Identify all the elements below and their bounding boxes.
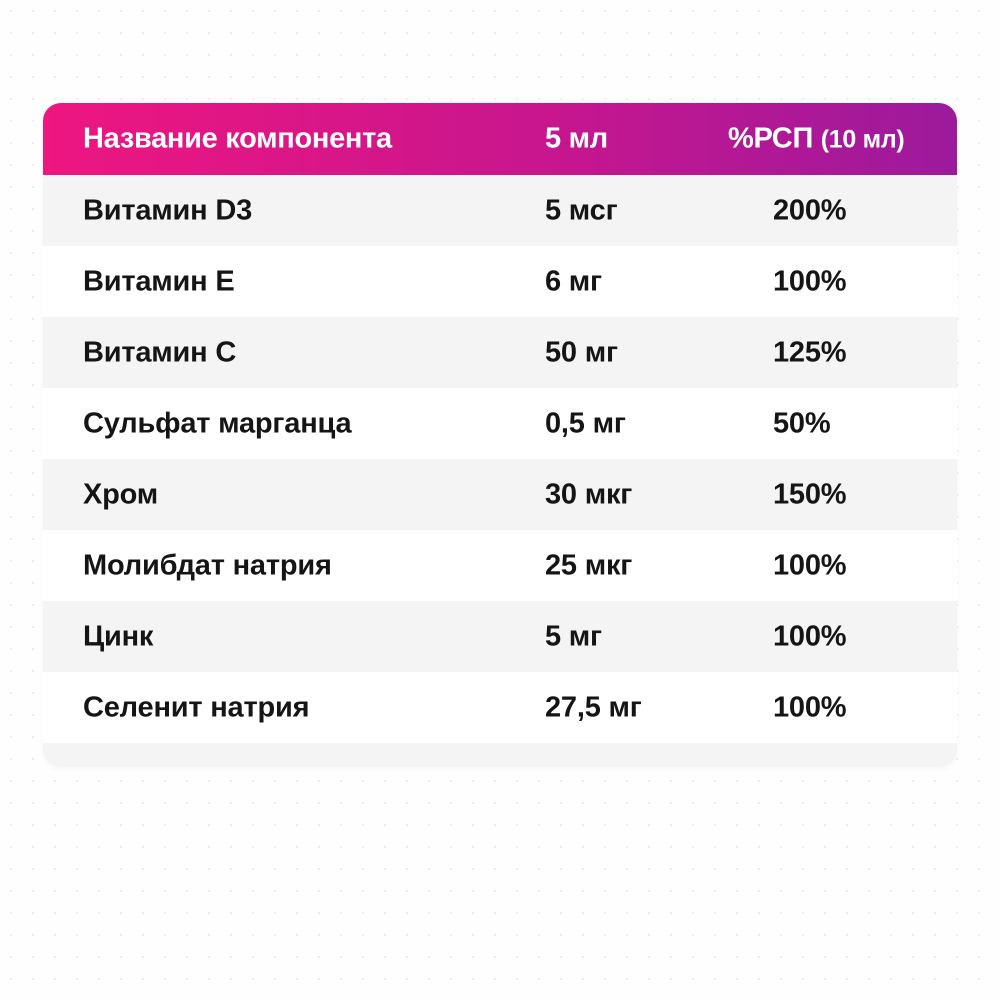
component-amount: 25 мкг — [545, 549, 633, 581]
table-row: Витамин C 50 мг 125% — [43, 317, 957, 388]
component-amount: 6 мг — [545, 265, 602, 297]
header-name: Название компонента — [83, 122, 392, 155]
table-row: Витамин E 6 мг 100% — [43, 246, 957, 317]
table-header: Название компонента 5 мл %РСП (10 мл) — [43, 103, 957, 175]
component-amount: 5 мсг — [545, 194, 618, 226]
component-amount: 30 мкг — [545, 478, 633, 510]
table-row: Молибдат натрия 25 мкг 100% — [43, 530, 957, 601]
header-amount: 5 мл — [545, 122, 608, 155]
component-name: Селенит натрия — [83, 691, 310, 723]
component-name: Хром — [83, 478, 159, 510]
component-rsp: 200% — [773, 194, 847, 226]
header-rsp: %РСП (10 мл) — [728, 122, 905, 156]
component-name: Молибдат натрия — [83, 549, 332, 581]
component-rsp: 100% — [773, 691, 847, 723]
table-row: Цинк 5 мг 100% — [43, 601, 957, 672]
component-rsp: 100% — [773, 265, 847, 297]
table-row: Сульфат марганца 0,5 мг 50% — [43, 388, 957, 459]
component-name: Цинк — [83, 620, 154, 652]
component-name: Витамин D3 — [83, 194, 253, 226]
component-name: Витамин E — [83, 265, 235, 297]
component-amount: 0,5 мг — [545, 407, 626, 439]
table-row: Селенит натрия 27,5 мг 100% — [43, 672, 957, 743]
component-rsp: 100% — [773, 620, 847, 652]
component-rsp: 150% — [773, 478, 847, 510]
component-amount: 5 мг — [545, 620, 602, 652]
table-row: Хром 30 мкг 150% — [43, 459, 957, 530]
component-rsp: 125% — [773, 336, 847, 368]
header-rsp-label: %РСП — [728, 122, 813, 155]
header-rsp-note: (10 мл) — [820, 125, 905, 154]
table-row: Витамин D3 5 мсг 200% — [43, 175, 957, 246]
component-name: Витамин C — [83, 336, 237, 368]
component-name: Сульфат марганца — [83, 407, 352, 439]
component-rsp: 50% — [773, 407, 831, 439]
component-amount: 50 мг — [545, 336, 618, 368]
component-amount: 27,5 мг — [545, 691, 642, 723]
component-rsp: 100% — [773, 549, 847, 581]
composition-table: Название компонента 5 мл %РСП (10 мл) Ви… — [43, 103, 957, 767]
